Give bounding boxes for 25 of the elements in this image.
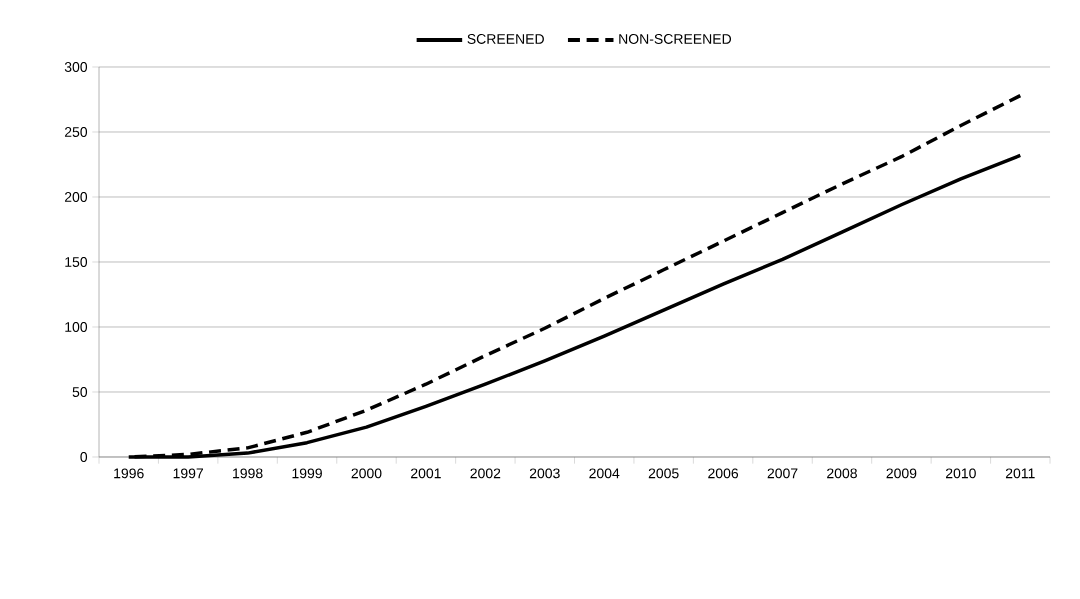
y-tick-label: 100: [65, 322, 88, 332]
x-tick-label: 2006: [708, 468, 739, 479]
y-tick-label: 0: [80, 452, 88, 462]
x-tick-label: 1999: [292, 468, 322, 479]
legend-label: SCREENED: [467, 34, 544, 44]
x-tick-label: 2009: [886, 468, 917, 479]
x-tick-label: 2005: [648, 468, 679, 479]
y-tick-label: 150: [65, 257, 88, 267]
y-tick-label: 250: [64, 127, 88, 137]
x-tick-label: 2002: [470, 468, 501, 479]
y-tick-label: 50: [72, 387, 88, 397]
x-tick-label: 2001: [411, 468, 441, 479]
x-tick-label: 1997: [173, 468, 204, 479]
legend-label: NON-SCREENED: [619, 34, 732, 44]
x-tick-label: 2011: [1005, 468, 1035, 479]
x-tick-label: 1998: [233, 468, 263, 479]
x-tick-label: 1996: [114, 468, 144, 479]
y-tick-label: 300: [64, 62, 88, 72]
x-tick-label: 2007: [767, 468, 798, 479]
x-tick-label: 2010: [946, 468, 976, 479]
x-tick-label: 2003: [529, 468, 560, 479]
x-tick-label: 2008: [827, 468, 857, 479]
x-tick-label: 2000: [351, 468, 382, 479]
y-tick-label: 200: [64, 192, 88, 202]
x-tick-label: 2004: [589, 468, 620, 479]
